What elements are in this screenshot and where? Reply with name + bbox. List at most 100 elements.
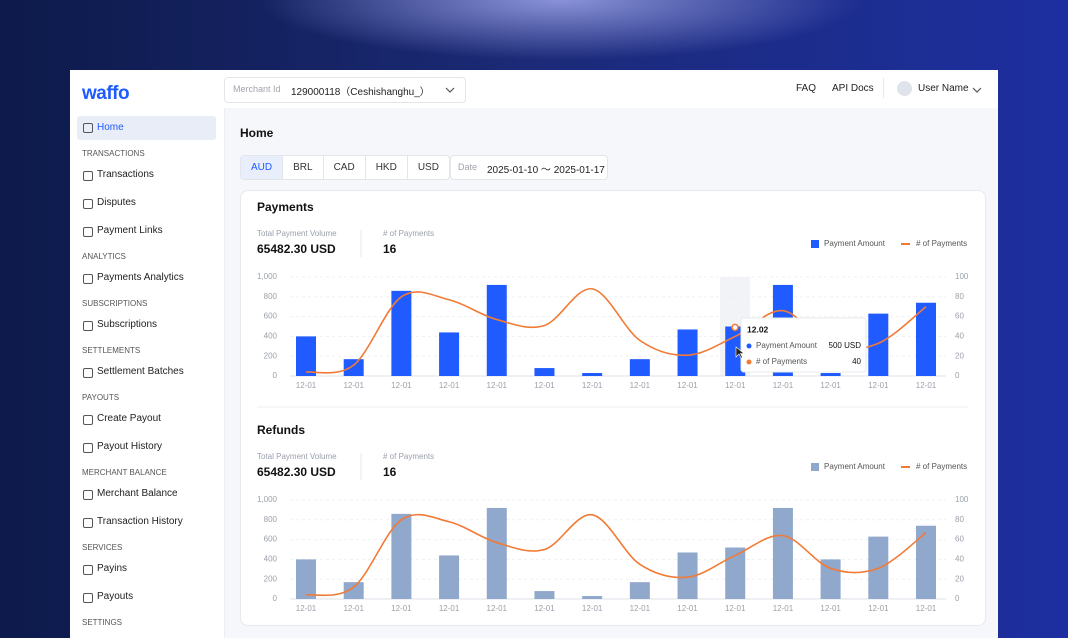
- x-tick-label: 12-01: [439, 604, 460, 613]
- nav-item[interactable]: Payments Analytics: [97, 272, 184, 283]
- merchant-select[interactable]: Merchant Id 129000118（Ceshishanghu_）: [224, 77, 466, 103]
- bar: [391, 513, 412, 599]
- bar: [534, 591, 555, 599]
- x-tick-label: 12-01: [534, 604, 555, 613]
- x-tick-label: 12-01: [439, 381, 460, 390]
- stat-value: 65482.30 USD: [257, 465, 336, 479]
- divider: [883, 78, 884, 98]
- x-tick-label: 12-01: [391, 381, 412, 390]
- date-picker[interactable]: Date 2025-01-10 ～ 2025-01-17: [450, 155, 608, 180]
- y-tick-label: 800: [264, 292, 278, 301]
- y-tick-label: 0: [273, 371, 278, 380]
- legend-label: # of Payments: [916, 239, 967, 248]
- bar: [343, 582, 364, 599]
- currency-tab[interactable]: AUD: [241, 156, 283, 179]
- tooltip-value: 40: [852, 357, 861, 366]
- nav-item[interactable]: Payins: [97, 563, 128, 574]
- y2-tick-label: 80: [955, 515, 964, 524]
- x-tick-label: 12-01: [582, 381, 603, 390]
- y-tick-label: 800: [264, 515, 278, 524]
- chevron: [445, 87, 455, 93]
- bar: [582, 373, 603, 376]
- bar: [486, 507, 507, 599]
- nav-section: SETTLEMENTS: [82, 346, 141, 355]
- legend-swatch: [811, 240, 819, 248]
- stat-value: 16: [383, 242, 397, 256]
- nav-item[interactable]: Create Payout: [97, 413, 161, 424]
- y2-tick-label: 0: [955, 594, 960, 603]
- date-label: Date: [458, 162, 478, 172]
- nav-section: PAYOUTS: [82, 393, 120, 402]
- bar: [343, 359, 364, 376]
- currency-tab[interactable]: HKD: [364, 156, 407, 179]
- stat-label: # of Payments: [383, 229, 434, 238]
- x-tick-label: 12-01: [630, 381, 651, 390]
- nav-icon: [83, 199, 93, 209]
- bar: [391, 290, 412, 376]
- y2-tick-label: 80: [955, 292, 964, 301]
- bar: [725, 547, 746, 599]
- y2-tick-label: 0: [955, 371, 960, 380]
- nav-item[interactable]: Merchant Balance: [97, 488, 178, 499]
- hover-point: [731, 323, 739, 332]
- x-tick-label: 12-01: [343, 604, 364, 613]
- active-item-bg: [77, 116, 216, 140]
- chevron: [972, 87, 982, 93]
- y2-tick-label: 40: [955, 555, 964, 564]
- x-tick-label: 12-01: [820, 604, 841, 613]
- nav-section: MERCHANT BALANCE: [82, 468, 167, 477]
- nav-link[interactable]: FAQ: [796, 83, 817, 94]
- nav-icon: [83, 321, 93, 331]
- y-tick-label: 600: [264, 535, 278, 544]
- bar: [820, 373, 841, 376]
- tooltip-label: # of Payments: [756, 357, 807, 366]
- nav-item[interactable]: Subscriptions: [97, 319, 158, 330]
- y-tick-label: 600: [264, 312, 278, 321]
- nav-item[interactable]: Payouts: [97, 591, 134, 602]
- tooltip-box: [740, 317, 867, 373]
- y2-tick-label: 40: [955, 332, 964, 341]
- nav-item[interactable]: Settlement Batches: [97, 366, 184, 377]
- date-range: 2025-01-10 ～ 2025-01-17: [487, 165, 605, 176]
- currency-tab[interactable]: USD: [406, 156, 449, 179]
- bar: [296, 559, 316, 599]
- nav-section: SERVICES: [82, 543, 123, 552]
- x-tick-label: 12-01: [582, 604, 603, 613]
- bar: [677, 552, 698, 599]
- nav-icon: [83, 368, 93, 378]
- nav-item[interactable]: Home: [97, 122, 124, 133]
- y-tick-label: 400: [264, 555, 278, 564]
- x-tick-label: 12-01: [343, 381, 364, 390]
- bar: [439, 555, 460, 599]
- cursor: [735, 346, 745, 359]
- nav-item[interactable]: Transaction History: [97, 516, 183, 527]
- merchant-value: 129000118（Ceshishanghu_）: [291, 87, 430, 98]
- y2-tick-label: 100: [955, 272, 969, 281]
- y-tick-label: 200: [264, 574, 278, 583]
- x-tick-label: 12-01: [820, 381, 841, 390]
- tooltip-dot: [746, 343, 752, 349]
- nav-item[interactable]: Payment Links: [97, 225, 163, 236]
- legend-label: Payment Amount: [824, 239, 886, 248]
- user-name[interactable]: User Name: [918, 83, 969, 94]
- nav-link[interactable]: API Docs: [832, 83, 874, 94]
- y2-tick-label: 20: [955, 351, 964, 360]
- currency-tab[interactable]: CAD: [322, 156, 365, 179]
- tooltip-title: 12.02: [747, 324, 769, 334]
- stat-label: Total Payment Volume: [257, 452, 337, 461]
- x-tick-label: 12-01: [677, 604, 698, 613]
- currency-tab[interactable]: BRL: [282, 156, 322, 179]
- nav-item[interactable]: Transactions: [97, 169, 154, 180]
- nav-item[interactable]: Disputes: [97, 197, 136, 208]
- legend-swatch: [811, 463, 819, 471]
- nav-icon: [83, 123, 93, 133]
- nav-item[interactable]: Payout History: [97, 441, 163, 452]
- bar: [677, 329, 698, 376]
- bar: [916, 302, 936, 376]
- y2-tick-label: 60: [955, 535, 964, 544]
- y2-tick-label: 60: [955, 312, 964, 321]
- x-tick-label: 12-01: [725, 604, 746, 613]
- bar: [868, 313, 889, 376]
- nav-icon: [83, 565, 93, 575]
